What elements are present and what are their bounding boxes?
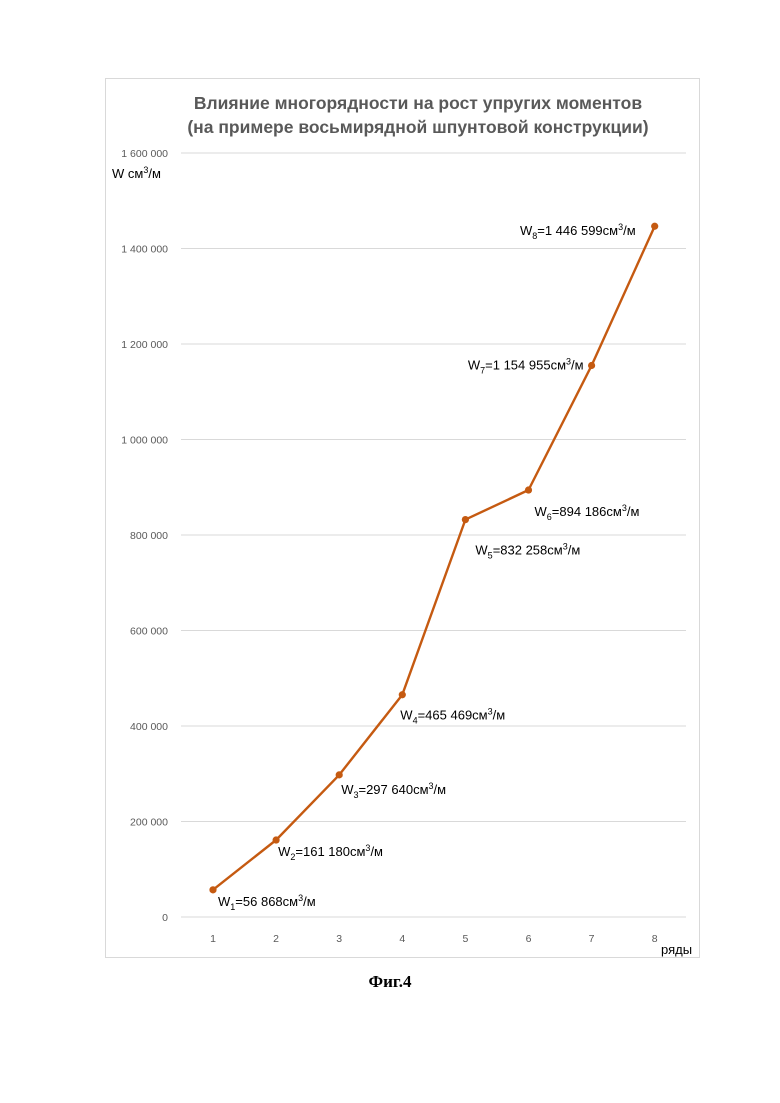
data-label-5: W5=832 258см3/м xyxy=(475,542,580,561)
y-tick-labels: 0 200 000 400 000 600 000 800 000 1 000 000 1 … xyxy=(121,148,168,924)
data-label-1: W1=56 868см3/м xyxy=(218,893,316,912)
x-tick-labels: 1 2 3 4 5 6 7 8 xyxy=(210,933,658,945)
data-label-7: W7=1 154 955см3/м xyxy=(468,357,584,376)
data-point-2 xyxy=(273,836,280,843)
y-tick-label-0: 0 xyxy=(162,912,168,924)
y-axis-label: W см3/м xyxy=(112,165,161,181)
grid-layer xyxy=(181,153,686,917)
y-tick-label-5: 1 000 000 xyxy=(121,435,168,447)
data-label-3: W3=297 640см3/м xyxy=(341,781,446,800)
data-point-4 xyxy=(399,691,406,698)
figure-caption: Фиг.4 xyxy=(0,972,780,992)
chart-title-line-1: Влияние многорядности на рост упругих мо… xyxy=(194,93,642,113)
data-point-8 xyxy=(651,223,658,230)
y-tick-label-1: 200 000 xyxy=(130,817,168,829)
data-label-2: W2=161 180см3/м xyxy=(278,843,383,862)
chart-title-line-2: (на примере восьмирядной шпунтовой конст… xyxy=(187,117,648,137)
y-tick-label-4: 800 000 xyxy=(130,530,168,542)
x-tick-label-5: 6 xyxy=(526,933,532,945)
data-point-5 xyxy=(462,516,469,523)
data-point-1 xyxy=(209,886,216,893)
data-point-3 xyxy=(336,771,343,778)
data-point-7 xyxy=(588,362,595,369)
x-axis-label: ряды xyxy=(661,942,692,957)
x-tick-label-4: 5 xyxy=(462,933,468,945)
chart-frame: Влияние многорядности на рост упругих мо… xyxy=(105,78,700,958)
y-tick-label-3: 600 000 xyxy=(130,626,168,638)
x-tick-label-6: 7 xyxy=(589,933,595,945)
y-tick-label-8: 1 600 000 xyxy=(121,148,168,160)
y-tick-label-6: 1 200 000 xyxy=(121,339,168,351)
x-tick-label-3: 4 xyxy=(399,933,405,945)
data-point-6 xyxy=(525,486,532,493)
y-tick-label-7: 1 400 000 xyxy=(121,244,168,256)
data-label-4: W4=465 469см3/м xyxy=(400,707,505,726)
data-label-6: W6=894 186см3/м xyxy=(535,503,640,522)
y-tick-label-2: 400 000 xyxy=(130,721,168,733)
x-tick-label-0: 1 xyxy=(210,933,216,945)
x-tick-label-7: 8 xyxy=(652,933,658,945)
x-tick-label-2: 3 xyxy=(336,933,342,945)
chart-svg: Влияние многорядности на рост упругих мо… xyxy=(106,79,701,959)
data-label-8: W8=1 446 599см3/м xyxy=(520,222,636,241)
data-labels: W1=56 868см3/м W2=161 180см3/м W3=297 640с… xyxy=(218,222,639,912)
x-tick-label-1: 2 xyxy=(273,933,279,945)
